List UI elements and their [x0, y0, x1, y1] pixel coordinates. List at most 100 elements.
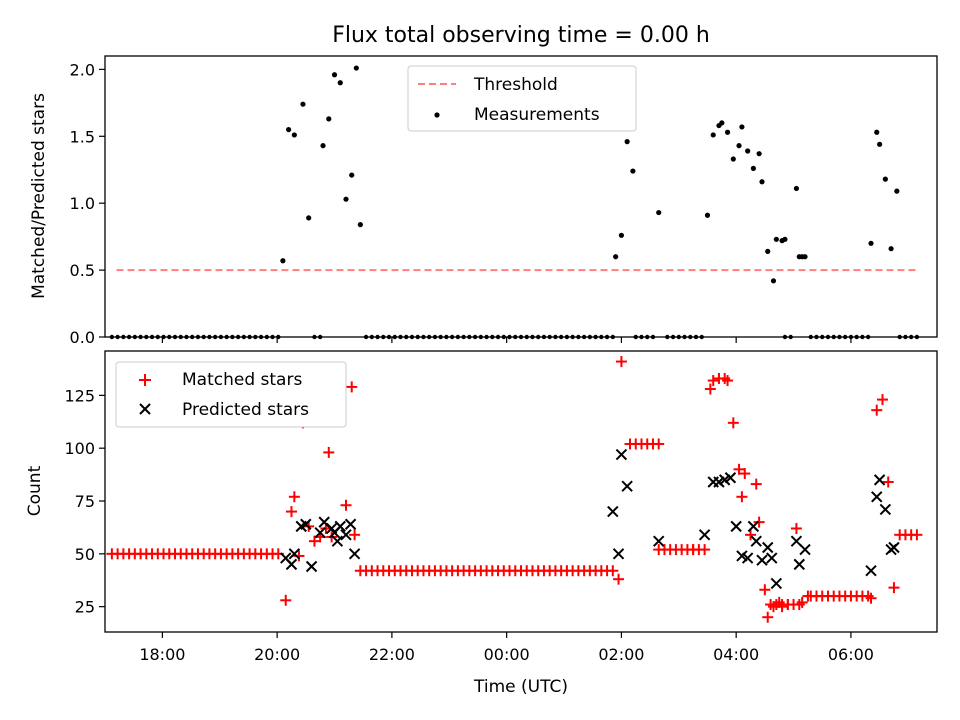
measurement-point: [201, 334, 206, 340]
measurement-point: [449, 334, 455, 340]
matched-star-point: [876, 394, 888, 406]
measurement-point: [736, 143, 742, 149]
predicted-star-point: [750, 535, 762, 547]
matched-star-point: [288, 491, 300, 503]
ratio-y-tick-label: 0.0: [70, 328, 95, 347]
legend-predicted-label: Predicted stars: [182, 400, 309, 420]
measurement-point: [331, 72, 338, 78]
measurement-point: [415, 334, 420, 340]
measurement-point: [745, 148, 751, 154]
measurement-point: [507, 334, 512, 340]
predicted-star-point: [770, 577, 783, 590]
measurement-point: [270, 334, 275, 340]
matched-star-point: [871, 404, 883, 416]
measurement-point: [461, 334, 466, 340]
predicted-star-point: [653, 535, 665, 547]
measurement-point: [547, 334, 552, 340]
measurement-point: [264, 334, 270, 340]
measurement-point: [224, 334, 229, 340]
measurement-point: [132, 334, 138, 340]
measurement-point: [765, 248, 771, 254]
legend-measurements-swatch: [434, 112, 440, 118]
measurement-point: [432, 334, 438, 340]
predicted-star-point: [288, 548, 301, 560]
predicted-star-point: [888, 541, 900, 554]
measurement-point: [854, 334, 859, 340]
predicted-star-point: [615, 448, 628, 461]
measurement-point: [495, 334, 501, 340]
measurement-point: [109, 334, 115, 340]
predicted-star-point: [871, 491, 883, 503]
predicted-star-point: [314, 526, 326, 539]
matched-star-point: [615, 356, 627, 368]
measurement-point: [490, 334, 495, 340]
measurement-point: [558, 334, 564, 340]
matched-star-point: [704, 383, 716, 395]
matched-star-point: [739, 468, 751, 480]
predicted-star-point: [724, 472, 737, 484]
measurement-point: [357, 222, 363, 228]
measurement-point: [639, 334, 644, 340]
matched-star-point: [707, 375, 719, 387]
measurement-point: [633, 334, 638, 340]
measurement-point: [739, 124, 745, 130]
matched-star-point: [699, 544, 711, 556]
measurement-point: [438, 334, 443, 340]
measurement-point: [903, 334, 908, 340]
predicted-star-point: [348, 548, 361, 560]
measurement-point: [564, 334, 570, 340]
measurement-point: [253, 334, 258, 340]
measurement-point: [688, 334, 693, 340]
measurement-point: [404, 334, 409, 340]
measurement-point: [808, 334, 813, 340]
measurement-point: [570, 334, 575, 340]
measurement-point: [484, 334, 489, 340]
measurement-point: [882, 176, 888, 182]
measurement-point: [553, 334, 558, 340]
measurement-point: [149, 334, 155, 340]
measurement-point: [172, 334, 178, 340]
measurement-point: [363, 334, 369, 340]
measurement-point: [291, 132, 297, 138]
predicted-star-point: [300, 518, 312, 530]
predicted-star-point: [741, 552, 754, 564]
measurement-point: [730, 156, 736, 162]
measurement-point: [536, 334, 541, 340]
measurement-point: [618, 232, 625, 238]
measurement-point: [894, 188, 900, 194]
predicted-star-point: [799, 543, 811, 556]
matched-star-point: [346, 381, 358, 393]
measurement-point: [699, 334, 704, 340]
matched-star-point: [762, 611, 774, 623]
chart-title: Flux total observing time = 0.00 h: [332, 23, 710, 48]
matched-star-point: [733, 463, 745, 475]
measurement-point: [665, 334, 670, 340]
measurement-point: [530, 334, 535, 340]
measurement-point: [513, 334, 518, 340]
measurement-point: [865, 334, 871, 340]
matched-star-point: [687, 544, 699, 556]
predicted-star-point: [331, 535, 344, 547]
x-tick-label: 06:00: [828, 645, 874, 664]
ratio-panel: 0.00.51.01.52.0 Matched/Predicted stars …: [29, 55, 938, 347]
matched-star-point: [750, 478, 762, 490]
ratio-y-tick-label: 0.5: [70, 261, 95, 280]
ratio-legend: Threshold Measurements: [407, 65, 637, 132]
measurement-point: [392, 334, 397, 340]
legend-matched-label: Matched stars: [182, 370, 302, 390]
measurement-point: [842, 334, 848, 340]
predicted-star-point: [698, 529, 711, 541]
measurement-point: [218, 334, 224, 340]
matched-star-point: [308, 535, 320, 547]
ratio-y-tick-label: 1.0: [70, 194, 95, 213]
matched-star-point: [727, 417, 739, 429]
predicted-star-point: [766, 552, 778, 564]
measurement-point: [524, 334, 529, 340]
measurement-point: [241, 334, 247, 340]
measurement-point: [868, 240, 874, 246]
count-y-tick-label: 125: [64, 386, 95, 405]
measurement-point: [831, 334, 836, 340]
predicted-star-point: [747, 520, 760, 533]
measurement-point: [782, 334, 788, 340]
